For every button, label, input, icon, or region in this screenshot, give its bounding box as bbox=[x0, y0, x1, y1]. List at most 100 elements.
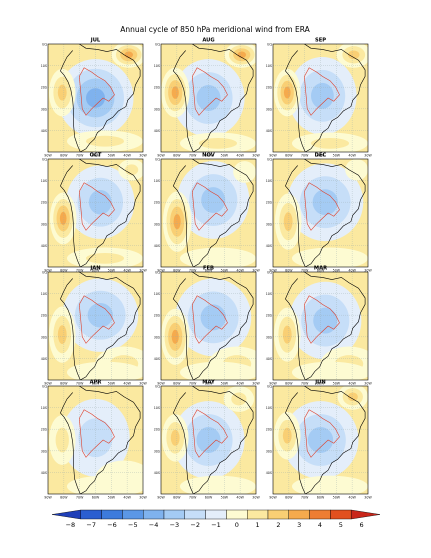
contour-pos bbox=[86, 252, 124, 264]
contour-pos bbox=[311, 137, 349, 149]
y-tick-label: EQ bbox=[42, 43, 47, 47]
x-tick-label: 50W bbox=[221, 269, 229, 273]
x-tick-label: 30W bbox=[252, 382, 260, 386]
x-tick-label: 30W bbox=[364, 269, 372, 273]
panel-frame bbox=[47, 43, 144, 153]
x-tick-label: 60W bbox=[92, 496, 100, 500]
x-tick-label: 70W bbox=[189, 154, 197, 158]
x-tick-label: 30W bbox=[252, 154, 260, 158]
contour-pos bbox=[292, 247, 368, 267]
contour-pos bbox=[86, 135, 124, 147]
x-tick-label: 80W bbox=[285, 382, 293, 386]
x-tick-label: 40W bbox=[236, 496, 244, 500]
y-tick-label: EQ bbox=[42, 271, 47, 275]
x-tick-label: 60W bbox=[92, 269, 100, 273]
y-tick-label: 40S bbox=[154, 357, 160, 361]
y-tick-label: 10S bbox=[266, 406, 272, 410]
colorbar-cell bbox=[246, 509, 269, 520]
x-tick-label: 90W bbox=[44, 382, 52, 386]
contour-pos bbox=[237, 51, 247, 59]
y-tick-label: 10S bbox=[154, 179, 160, 183]
x-tick-label: 30W bbox=[139, 496, 147, 500]
x-tick-label: 50W bbox=[333, 382, 341, 386]
panel-frame bbox=[47, 271, 144, 381]
topography-contour bbox=[78, 409, 115, 458]
panel-label: MAR bbox=[314, 266, 327, 272]
panel-label: OCT bbox=[90, 153, 102, 159]
panel-frame bbox=[160, 271, 257, 381]
topography-contour bbox=[191, 409, 228, 458]
y-tick-label: 40S bbox=[154, 129, 160, 133]
y-tick-label: 20S bbox=[154, 201, 160, 205]
x-tick-label: 80W bbox=[173, 269, 181, 273]
coastline bbox=[60, 159, 141, 267]
x-tick-label: 70W bbox=[189, 496, 197, 500]
y-tick-label: 40S bbox=[266, 357, 272, 361]
x-tick-label: 50W bbox=[333, 154, 341, 158]
x-tick-label: 60W bbox=[205, 269, 213, 273]
y-tick-label: 20S bbox=[266, 314, 272, 318]
panel-frame bbox=[272, 158, 369, 268]
y-tick-label: 30S bbox=[41, 335, 47, 339]
y-tick-label: 20S bbox=[266, 201, 272, 205]
map-panel-sep: SEP 90W 80W 70W 60W 50W 40W 30W EQ 10S 20S 30S 40S bbox=[266, 38, 373, 158]
x-tick-label: 70W bbox=[76, 382, 84, 386]
x-tick-label: 80W bbox=[285, 154, 293, 158]
contour-pos bbox=[55, 427, 69, 453]
topography-contour bbox=[304, 67, 340, 116]
contour-pos bbox=[283, 86, 291, 99]
contour-pos bbox=[124, 51, 134, 59]
y-tick-label: 30S bbox=[266, 222, 272, 226]
topography-contour bbox=[304, 409, 340, 458]
panel-frame bbox=[160, 385, 257, 495]
y-tick-label: 30S bbox=[154, 107, 160, 111]
contour-pos bbox=[67, 361, 143, 380]
topography-contour bbox=[78, 182, 115, 231]
contour-pos bbox=[59, 211, 67, 225]
y-tick-label: EQ bbox=[42, 158, 47, 162]
x-tick-label: 60W bbox=[317, 154, 325, 158]
y-tick-label: 20S bbox=[41, 201, 47, 205]
panel-label: APR bbox=[90, 380, 102, 386]
y-tick-label: 40S bbox=[154, 244, 160, 248]
colorbar-label: −1 bbox=[211, 521, 221, 529]
y-tick-label: 20S bbox=[266, 86, 272, 90]
panel-label: JUN bbox=[314, 380, 325, 386]
y-tick-label: EQ bbox=[267, 271, 272, 275]
contour-pos bbox=[283, 212, 293, 231]
x-tick-label: 40W bbox=[236, 154, 244, 158]
contour-pos bbox=[173, 214, 181, 230]
x-tick-label: 70W bbox=[189, 269, 197, 273]
coastline bbox=[172, 272, 254, 380]
contour-neg bbox=[201, 187, 226, 213]
x-tick-label: 70W bbox=[301, 382, 309, 386]
colorbar-label: 2 bbox=[276, 521, 280, 529]
y-tick-label: 10S bbox=[266, 292, 272, 296]
y-tick-label: 20S bbox=[154, 86, 160, 90]
map-panel-jun: JUN 90W 80W 70W 60W 50W 40W 30W EQ 10S 20S 30S 40S bbox=[266, 380, 373, 500]
y-tick-label: EQ bbox=[267, 385, 272, 389]
x-tick-label: 80W bbox=[60, 269, 68, 273]
y-tick-label: 30S bbox=[41, 107, 47, 111]
y-tick-label: 10S bbox=[41, 292, 47, 296]
panel-label: FEB bbox=[203, 266, 214, 272]
colorbar-label: −6 bbox=[107, 521, 117, 529]
contour-pos bbox=[233, 161, 256, 183]
x-tick-label: 40W bbox=[348, 382, 356, 386]
contour-pos bbox=[57, 325, 67, 345]
y-tick-label: EQ bbox=[155, 158, 160, 162]
contour-pos bbox=[345, 159, 368, 181]
y-tick-label: 40S bbox=[266, 471, 272, 475]
x-tick-label: 50W bbox=[221, 382, 229, 386]
x-tick-label: 70W bbox=[76, 154, 84, 158]
y-tick-label: 30S bbox=[154, 335, 160, 339]
x-tick-label: 50W bbox=[333, 496, 341, 500]
contour-pos bbox=[180, 475, 256, 494]
y-tick-label: 10S bbox=[154, 64, 160, 68]
x-tick-label: 40W bbox=[123, 496, 131, 500]
map-panel-jan: JAN 90W 80W 70W 60W 50W 40W 30W EQ 10S 20S 30S 40S bbox=[41, 266, 148, 386]
x-tick-label: 80W bbox=[173, 382, 181, 386]
coastline bbox=[285, 386, 366, 494]
y-tick-label: 40S bbox=[41, 244, 47, 248]
map-panel-dec: DEC 90W 80W 70W 60W 50W 40W 30W EQ 10S 20S 30S 40S bbox=[266, 153, 373, 273]
